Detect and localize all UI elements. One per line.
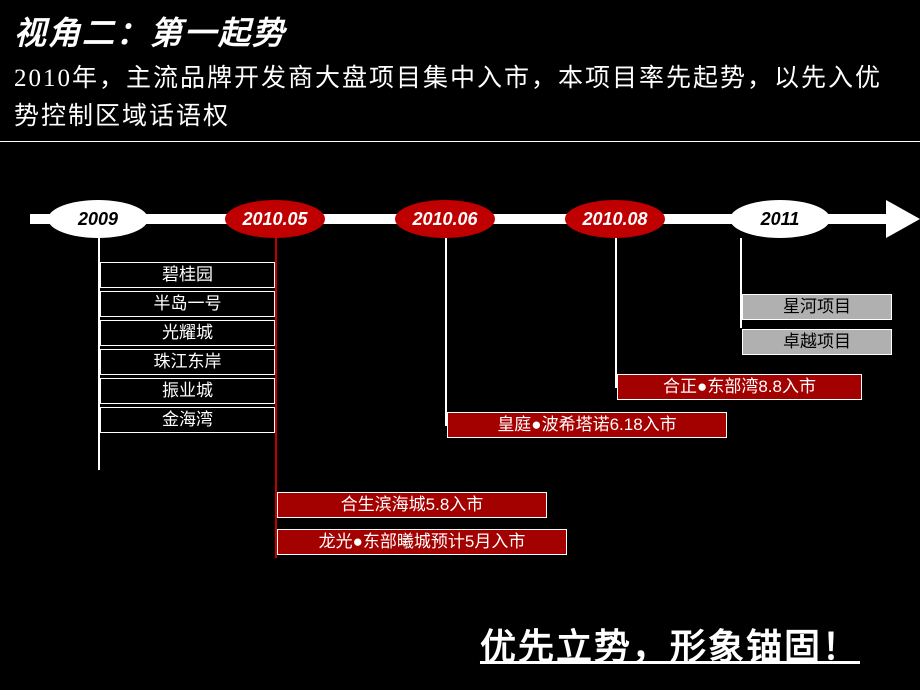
timeline-box: 振业城 bbox=[100, 378, 275, 404]
timeline-node-label: 2009 bbox=[78, 209, 118, 230]
timeline-node-label: 2010.08 bbox=[582, 209, 647, 230]
footer-slogan: 优先立势，形象锚固！ bbox=[480, 618, 860, 670]
page-title: 视角二：第一起势 bbox=[0, 0, 920, 54]
timeline-node-2011: 2011 bbox=[730, 200, 830, 238]
timeline: 2009 2010.05 2010.06 2010.08 2011 bbox=[0, 200, 920, 240]
timeline-node-2010.08: 2010.08 bbox=[565, 200, 665, 238]
timeline-box: 卓越项目 bbox=[742, 329, 892, 355]
timeline-node-2010.06: 2010.06 bbox=[395, 200, 495, 238]
timeline-node-label: 2010.05 bbox=[242, 209, 307, 230]
timeline-box: 皇庭●波希塔诺6.18入市 bbox=[447, 412, 727, 438]
timeline-drop-line bbox=[615, 238, 617, 388]
timeline-box: 光耀城 bbox=[100, 320, 275, 346]
timeline-box: 合生滨海城5.8入市 bbox=[277, 492, 547, 518]
page-subtitle: 2010年，主流品牌开发商大盘项目集中入市，本项目率先起势，以先入优势控制区域话… bbox=[0, 54, 920, 135]
header-divider bbox=[0, 141, 920, 142]
timeline-box: 半岛一号 bbox=[100, 291, 275, 317]
timeline-arrowhead bbox=[886, 200, 920, 238]
timeline-box: 金海湾 bbox=[100, 407, 275, 433]
timeline-node-label: 2010.06 bbox=[412, 209, 477, 230]
timeline-box: 合正●东部湾8.8入市 bbox=[617, 374, 862, 400]
timeline-drop-line bbox=[445, 238, 447, 426]
timeline-box: 碧桂园 bbox=[100, 262, 275, 288]
timeline-node-2009: 2009 bbox=[48, 200, 148, 238]
timeline-box: 龙光●东部曦城预计5月入市 bbox=[277, 529, 567, 555]
timeline-node-label: 2011 bbox=[761, 209, 800, 230]
timeline-box: 珠江东岸 bbox=[100, 349, 275, 375]
timeline-box: 星河项目 bbox=[742, 294, 892, 320]
timeline-node-2010.05: 2010.05 bbox=[225, 200, 325, 238]
